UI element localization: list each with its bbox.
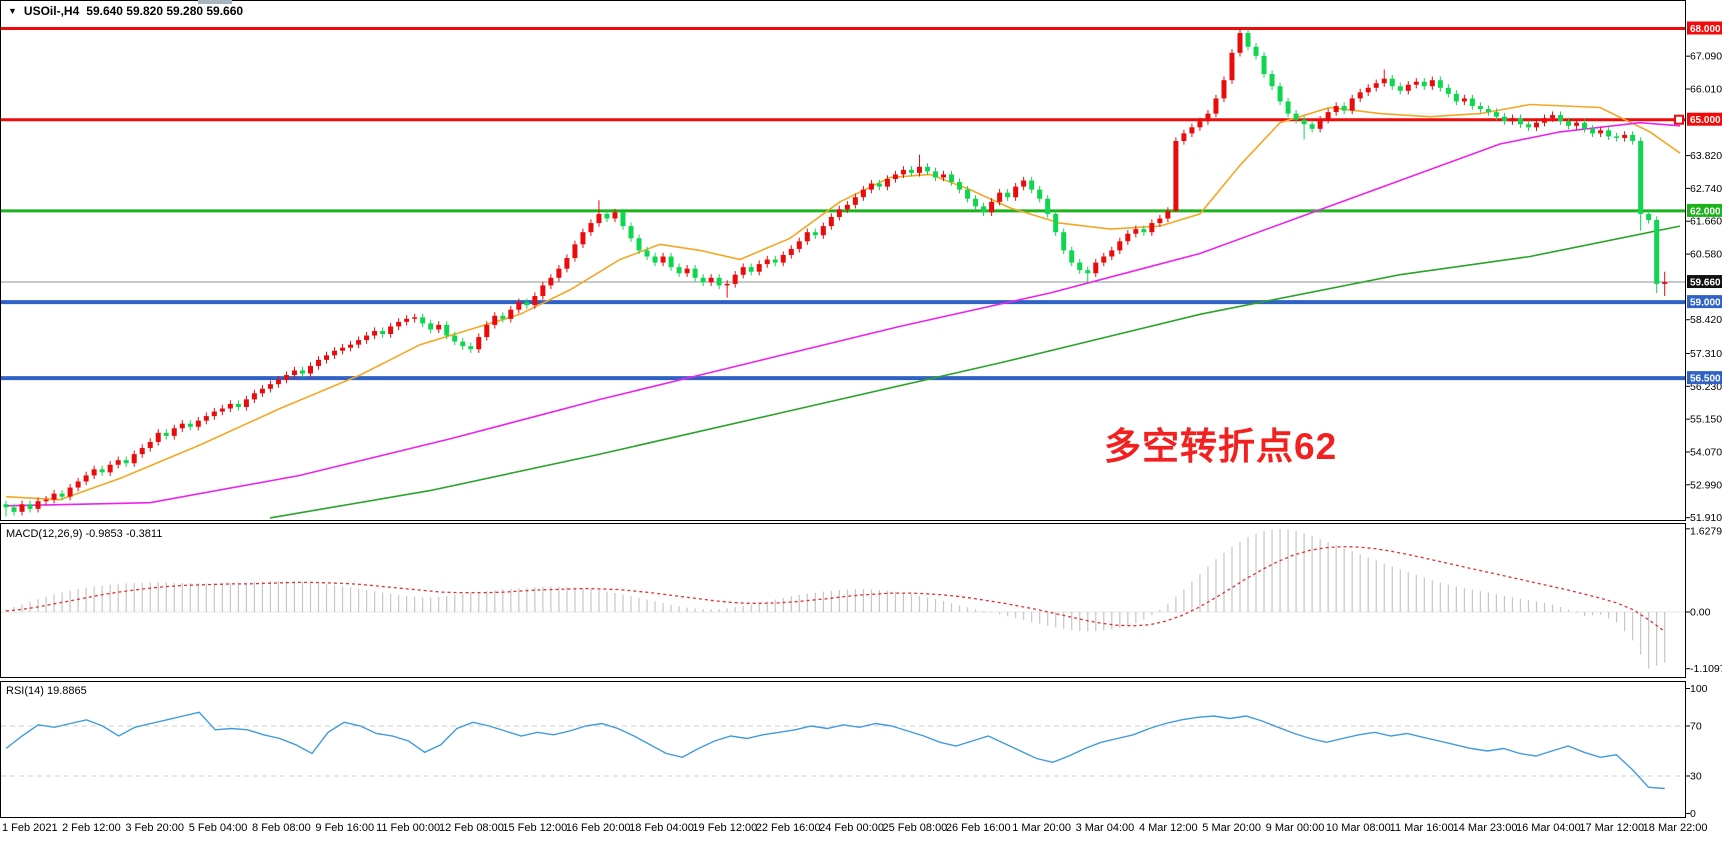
macd-tick-label: 0.00 xyxy=(1690,607,1711,619)
time-label: 22 Feb 16:00 xyxy=(755,822,821,834)
rsi-tick-label: 0 xyxy=(1690,808,1696,820)
hline-handle[interactable] xyxy=(1674,114,1684,125)
price-axis[interactable]: 67.090 66.010 63.820 62.740 61.660 60.580 58.4… xyxy=(1686,21,1722,525)
macd-histogram xyxy=(5,528,1666,669)
price-tick-label: 67.090 xyxy=(1690,51,1722,63)
price-badge-56.500 xyxy=(1687,371,1722,385)
price-tick-label: 58.420 xyxy=(1690,314,1722,326)
rsi-indicator-label: RSI(14) 19.8865 xyxy=(6,685,87,697)
time-label: 1 Feb 2021 xyxy=(2,822,58,834)
time-label: 8 Feb 08:00 xyxy=(252,822,311,834)
time-label: 18 Feb 04:00 xyxy=(629,822,694,834)
rsi-tick-label: 70 xyxy=(1690,721,1702,733)
price-tick-label: 57.310 xyxy=(1690,348,1722,360)
price-tick-label: 60.580 xyxy=(1690,249,1722,261)
rsi-line xyxy=(5,711,1665,790)
time-label: 12 Feb 08:00 xyxy=(439,822,504,834)
price-tick-label: 66.010 xyxy=(1690,84,1722,96)
price-tick-label: 54.070 xyxy=(1690,446,1722,458)
macd-indicator-label: MACD(12,26,9) -0.9853 -0.3811 xyxy=(6,528,163,540)
price-badge-text: 68.000 xyxy=(1690,24,1721,35)
price-badge-text: 59.660 xyxy=(1690,278,1721,289)
time-label: 24 Feb 00:00 xyxy=(819,822,884,834)
time-label: 5 Mar 20:00 xyxy=(1202,822,1261,834)
ohlc-values: 59.640 59.820 59.280 59.660 xyxy=(86,4,244,18)
time-label: 11 Mar 16:00 xyxy=(1389,822,1454,834)
price-tick-label: 61.660 xyxy=(1690,216,1722,228)
price-tick-label: 52.990 xyxy=(1690,479,1722,491)
time-label: 5 Feb 04:00 xyxy=(188,822,248,834)
time-label: 4 Mar 12:00 xyxy=(1138,822,1198,834)
time-label: 9 Feb 16:00 xyxy=(315,822,375,834)
time-axis[interactable]: 1 Feb 2021 2 Feb 12:00 3 Feb 20:00 5 Feb 04… xyxy=(0,819,1722,841)
time-label: 2 Feb 12:00 xyxy=(61,822,121,834)
text-annotation: 多空转折点62 xyxy=(1104,426,1338,467)
chart-title-bar: ▼ USOil-,H4 59.640 59.820 59.280 59.660 xyxy=(8,4,243,18)
symbol-dropdown-icon[interactable]: ▼ xyxy=(8,5,17,16)
price-badge-text: 65.000 xyxy=(1690,115,1721,126)
panel-frames xyxy=(0,0,1686,818)
rsi-tick-label: 100 xyxy=(1690,683,1708,695)
ma-fast-orange xyxy=(5,103,1681,501)
candles-layer[interactable] xyxy=(3,26,1668,517)
macd-signal-line xyxy=(5,545,1666,632)
price-badge-text: 59.000 xyxy=(1690,298,1721,309)
price-badge-text: 62.000 xyxy=(1690,206,1721,217)
price-badge-59.000 xyxy=(1687,295,1722,309)
time-label: 16 Feb 20:00 xyxy=(565,822,631,834)
ma-medium-magenta xyxy=(5,121,1681,507)
time-label: 14 Mar 23:00 xyxy=(1452,822,1518,834)
price-badge-68.000 xyxy=(1687,21,1722,35)
symbol-period-label: USOil-,H4 xyxy=(23,4,80,18)
price-badge-62.000 xyxy=(1687,203,1722,217)
time-label: 19 Feb 12:00 xyxy=(692,822,758,834)
price-tick-label: 55.150 xyxy=(1690,414,1722,426)
time-label: 25 Feb 08:00 xyxy=(882,822,948,834)
rsi-panel[interactable]: 100 70 30 0 xyxy=(1,683,1708,820)
price-tick-label: 62.740 xyxy=(1690,183,1722,195)
price-badge-65.000 xyxy=(1687,112,1722,126)
time-label: 10 Mar 08:00 xyxy=(1325,822,1391,834)
macd-panel[interactable]: 1.6279 0.00 -1.1097 xyxy=(1,526,1722,676)
time-label: 15 Feb 12:00 xyxy=(502,822,568,834)
time-label: 17 Mar 12:00 xyxy=(1579,822,1645,834)
time-label: 3 Feb 20:00 xyxy=(125,822,185,834)
rsi-tick-label: 30 xyxy=(1690,771,1702,783)
macd-tick-label: -1.1097 xyxy=(1690,663,1722,675)
price-tick-label: 51.910 xyxy=(1690,512,1722,524)
chart-shift-tab[interactable] xyxy=(198,0,232,4)
time-label: 9 Mar 00:00 xyxy=(1265,822,1325,834)
horizontal-level-lines[interactable] xyxy=(1,27,1685,381)
macd-tick-label: 1.6279 xyxy=(1690,526,1722,538)
price-badge-text: 56.500 xyxy=(1690,374,1721,385)
moving-averages xyxy=(5,103,1681,519)
ma-slow-green xyxy=(269,225,1681,519)
time-label: 1 Mar 20:00 xyxy=(1012,822,1071,834)
price-tick-label: 63.820 xyxy=(1690,150,1722,162)
time-label: 11 Feb 00:00 xyxy=(376,822,441,834)
time-label: 18 Mar 22:00 xyxy=(1642,822,1708,834)
time-label: 3 Mar 04:00 xyxy=(1075,822,1135,834)
time-label: 16 Mar 04:00 xyxy=(1515,822,1581,834)
time-label: 26 Feb 16:00 xyxy=(945,822,1011,834)
price-badge-59.660 xyxy=(1687,275,1722,289)
